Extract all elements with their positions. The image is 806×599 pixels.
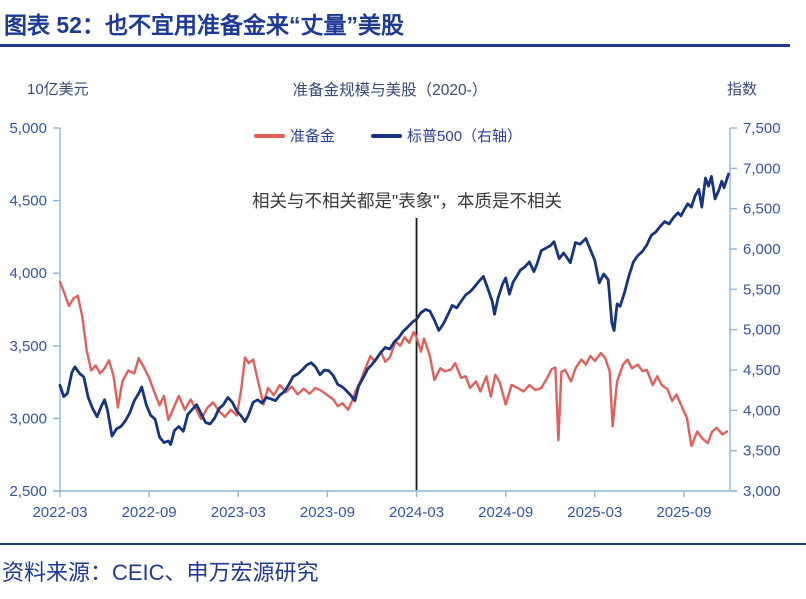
y-axis-label-right: 5,000: [743, 322, 781, 339]
x-axis-label: 2025-09: [656, 504, 711, 521]
y-axis-label-right: 7,000: [743, 160, 781, 177]
y-axis-label-left: 4,500: [9, 193, 47, 210]
sp500-line-swatch: [371, 133, 403, 138]
legend-label-sp500: 标普500（右轴）: [407, 128, 523, 145]
right-axis-unit-label: 指数: [727, 81, 758, 98]
y-axis-label-right: 4,500: [743, 362, 781, 379]
y-axis-label-right: 7,500: [743, 120, 781, 137]
y-axis-label-left: 2,500: [9, 483, 47, 500]
x-axis-label: 2024-03: [389, 504, 444, 521]
title-underline: [0, 44, 790, 47]
y-axis-label-right: 4,000: [743, 402, 781, 419]
source-note: 资料来源：CEIC、申万宏源研究: [2, 560, 319, 585]
y-axis-label-right: 3,500: [743, 443, 781, 460]
y-axis-label-right: 5,500: [743, 281, 781, 298]
x-axis-label: 2023-03: [211, 504, 266, 521]
figure-title: 图表 52：也不宜用准备金来“丈量”美股: [4, 12, 404, 38]
x-axis-label: 2023-09: [300, 504, 355, 521]
y-axis-label-left: 3,000: [9, 410, 47, 427]
x-axis-label: 2022-09: [122, 504, 177, 521]
y-axis-label-left: 3,500: [9, 338, 47, 355]
x-axis-label: 2022-03: [32, 504, 87, 521]
x-axis-label: 2025-03: [567, 504, 622, 521]
x-axis-label: 2024-09: [478, 504, 533, 521]
y-axis-label-left: 4,000: [9, 265, 47, 282]
legend-label-reserves: 准备金: [290, 128, 336, 145]
chart-legend: 准备金 标普500（右轴）: [254, 125, 522, 146]
chart-annotation: 相关与不相关都是"表象"，本质是不相关: [252, 191, 562, 211]
y-axis-label-right: 6,000: [743, 241, 781, 258]
y-axis-label-right: 6,500: [743, 201, 781, 218]
legend-item-reserves: 准备金: [254, 125, 335, 146]
reserves-line: [58, 280, 729, 448]
legend-item-sp500: 标普500（右轴）: [371, 125, 522, 146]
reserves-line-swatch: [254, 133, 285, 138]
y-axis-label-left: 5,000: [9, 120, 47, 137]
left-axis-unit-label: 10亿美元: [27, 81, 89, 98]
y-axis-label-right: 3,000: [743, 483, 781, 500]
footer-divider: [0, 543, 806, 545]
sp500-line: [58, 172, 730, 446]
chart-title: 准备金规模与美股（2020-）: [292, 82, 488, 99]
